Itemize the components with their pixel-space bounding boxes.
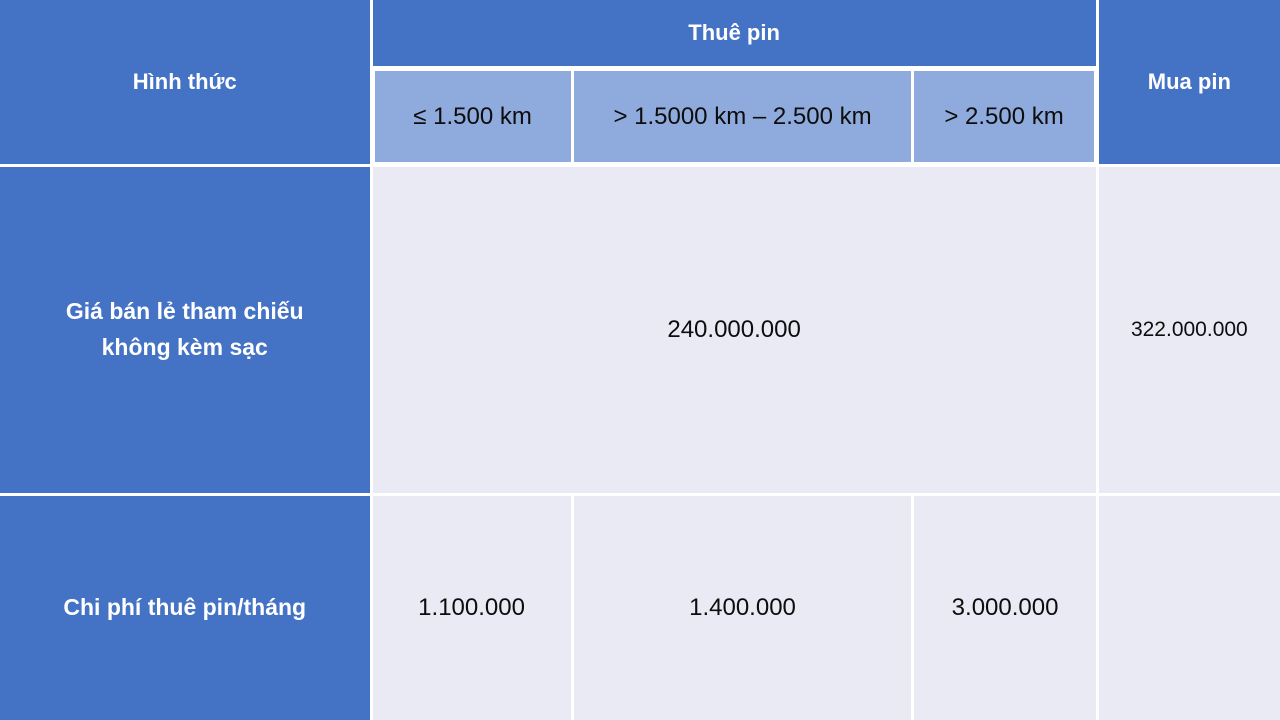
monthly-cost-tier-3: 3.000.000 [914,495,1096,720]
monthly-cost-tier-2: 1.400.000 [573,495,912,720]
retail-price-rent-value: 240.000.000 [372,166,1096,493]
header-buy-battery: Mua pin [1098,0,1280,164]
row-label-retail-price: Giá bán lẻ tham chiếu không kèm sạc [0,166,370,493]
subheader-tier-over-2500km: > 2.500 km [914,69,1096,164]
monthly-cost-buy-empty [1098,495,1280,720]
subheader-tier-1500-2500km: > 1.5000 km – 2.500 km [573,69,912,164]
monthly-cost-tier-1: 1.100.000 [372,495,571,720]
header-form-type: Hình thức [0,0,370,164]
retail-price-buy-value: 322.000.000 [1098,166,1280,493]
subheader-tier-under-1500km: ≤ 1.500 km [372,69,571,164]
row-label-monthly-rent-cost: Chi phí thuê pin/tháng [0,495,370,720]
header-rent-battery: Thuê pin [372,0,1096,67]
